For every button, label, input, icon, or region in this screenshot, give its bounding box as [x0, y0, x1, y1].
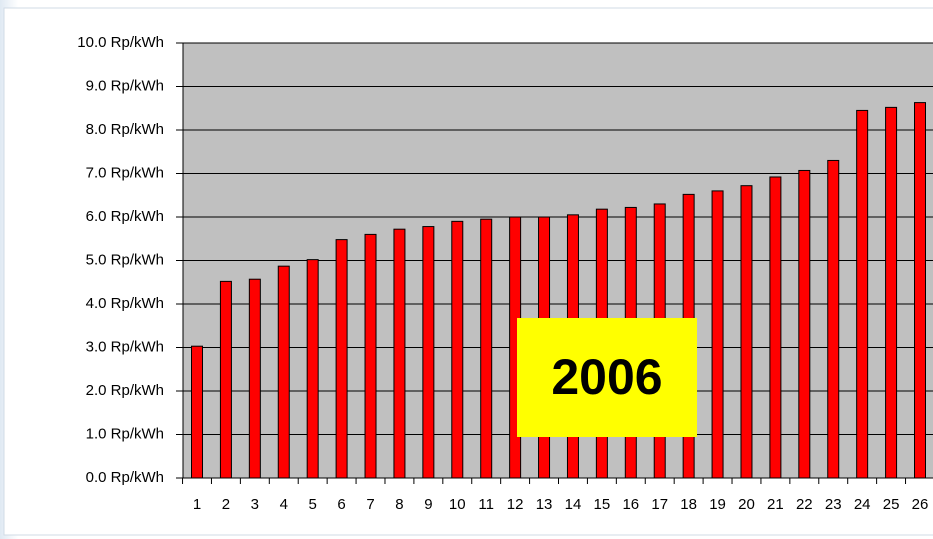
- x-tick-label: 4: [280, 496, 288, 513]
- x-tick-label: 24: [854, 496, 871, 513]
- annotation: 2006: [551, 349, 662, 405]
- x-tick-label: 14: [565, 496, 582, 513]
- y-tick-label: 5.0 Rp/kWh: [86, 251, 164, 268]
- bar: [364, 233, 377, 479]
- bar: [306, 259, 319, 479]
- annotation-box: [517, 318, 697, 437]
- bar: [856, 109, 869, 479]
- x-tick-label: 20: [738, 496, 755, 513]
- bar: [711, 190, 724, 479]
- bar: [393, 228, 406, 479]
- x-tick-label: 7: [366, 496, 374, 513]
- bar: [248, 278, 261, 479]
- y-tick-label: 1.0 Rp/kWh: [86, 425, 164, 442]
- x-tick-label: 26: [912, 496, 929, 513]
- x-tick-label: 5: [309, 496, 317, 513]
- y-tick-label: 8.0 Rp/kWh: [86, 121, 164, 138]
- x-tick-label: 18: [680, 496, 697, 513]
- bar: [480, 218, 493, 479]
- bar: [798, 169, 811, 479]
- x-tick-label: 2: [222, 496, 230, 513]
- bar: [451, 220, 464, 479]
- y-tick-label: 10.0 Rp/kWh: [77, 34, 164, 51]
- x-tick-label: 23: [825, 496, 842, 513]
- y-tick-label: 6.0 Rp/kWh: [86, 208, 164, 225]
- y-tick-label: 0.0 Rp/kWh: [86, 469, 164, 486]
- x-tick-label: 21: [767, 496, 784, 513]
- bar: [740, 185, 753, 479]
- x-tick-label: 1: [193, 496, 201, 513]
- bar: [335, 239, 348, 479]
- bar: [769, 176, 782, 479]
- x-tick-label: 9: [424, 496, 432, 513]
- x-tick-label: 10: [449, 496, 466, 513]
- bar: [277, 265, 290, 479]
- y-tick-label: 4.0 Rp/kWh: [86, 295, 164, 312]
- y-tick-label: 3.0 Rp/kWh: [86, 338, 164, 355]
- x-tick-label: 13: [536, 496, 553, 513]
- x-tick-label: 11: [478, 496, 494, 513]
- bar: [914, 102, 926, 479]
- x-tick-label: 25: [883, 496, 900, 513]
- y-tick-label: 9.0 Rp/kWh: [86, 77, 164, 94]
- x-tick-label: 6: [337, 496, 345, 513]
- x-tick-label: 19: [709, 496, 726, 513]
- y-tick-label: 7.0 Rp/kWh: [86, 164, 164, 181]
- x-tick-label: 12: [507, 496, 524, 513]
- x-tick-label: 3: [251, 496, 259, 513]
- bar: [885, 106, 898, 479]
- y-tick-label: 2.0 Rp/kWh: [86, 382, 164, 399]
- x-tick-label: 8: [395, 496, 403, 513]
- bar: [219, 280, 232, 479]
- bar: [191, 345, 203, 479]
- x-tick-label: 17: [651, 496, 668, 513]
- bar: [422, 226, 435, 479]
- bar: [827, 159, 840, 479]
- x-tick-label: 16: [622, 496, 639, 513]
- x-tick-label: 15: [594, 496, 611, 513]
- x-tick-label: 22: [796, 496, 813, 513]
